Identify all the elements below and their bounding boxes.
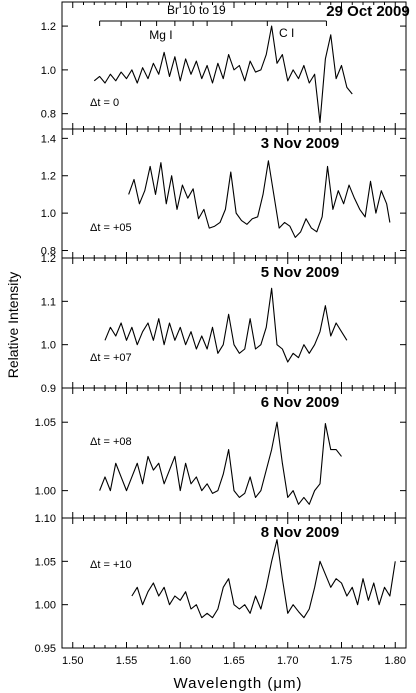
delta-t-label: Δt = +07 [90,352,132,364]
spectrum-panel: 0.8 1.0 1.2 1.4 3 Nov 2009 Δt = +05 [41,128,407,259]
spectrum-line [104,287,348,363]
panels: 0.8 1.0 1.2 29 Oct 2009 Δt = 0 0.8 1.0 1.2 1.4 3 … [35,1,410,667]
panel-date: 29 Oct 2009 [326,3,409,20]
brackett-marker: Br 10 to 19 [99,3,327,26]
y-tick-label: 1.05 [35,417,56,429]
mg-label: Mg I [149,28,172,42]
spectrum-panel: 0.95 1.00 1.05 1.10 8 Nov 2009 Δt = +10 [35,513,407,655]
x-tick-label: 1.75 [331,655,352,667]
panel-frame [61,517,407,649]
y-tick-label: 1.2 [41,171,56,183]
panel-date: 5 Nov 2009 [261,264,339,281]
y-tick-label: 1.2 [41,21,56,33]
panel-date: 8 Nov 2009 [261,524,339,541]
spectrum-line [93,25,353,123]
x-tick-label: 1.50 [62,655,83,667]
x-tick-label: 1.60 [170,655,191,667]
panel-frame [61,257,407,389]
y-axis-label: Relative Intensity [5,272,21,379]
y-tick-label: 1.00 [35,486,56,498]
spectrum-line [131,539,396,619]
y-tick-label: 1.2 [41,253,56,265]
spectrum-panel: 0.9 1.0 1.1 1.2 5 Nov 2009 Δt = +07 [41,253,407,395]
y-tick-label: 1.05 [35,556,56,568]
x-tick-label: 1.80 [385,655,406,667]
delta-t-label: Δt = +05 [90,222,132,234]
y-tick-label: 1.0 [41,340,56,352]
y-tick-label: 1.4 [41,133,56,145]
delta-t-label: Δt = +08 [90,436,132,448]
delta-t-label: Δt = +10 [90,559,132,571]
y-tick-label: 0.95 [35,643,56,655]
y-tick-label: 0.8 [41,109,56,121]
spectrum-line [99,421,342,505]
panel-frame [61,387,407,519]
delta-t-label: Δt = 0 [90,97,119,109]
x-tick-label: 1.70 [277,655,298,667]
y-tick-label: 0.9 [41,383,56,395]
y-tick-label: 1.0 [41,208,56,220]
y-tick-label: 1.0 [41,65,56,77]
y-tick-label: 1.10 [35,513,56,525]
y-tick-label: 1.1 [41,296,56,308]
y-tick-label: 0.8 [41,246,56,258]
spectrum-line [128,160,391,238]
c-label: C I [279,26,294,40]
brackett-label: Br 10 to 19 [167,3,226,17]
x-tick-label: 1.55 [116,655,137,667]
y-tick-label: 1.00 [35,600,56,612]
x-axis-label: Wavelength (μm) [174,675,303,692]
spectrum-panel: 1.00 1.05 6 Nov 2009 Δt = +08 [35,387,407,519]
panel-date: 3 Nov 2009 [261,135,339,152]
x-tick-label: 1.65 [223,655,244,667]
panel-date: 6 Nov 2009 [261,394,339,411]
